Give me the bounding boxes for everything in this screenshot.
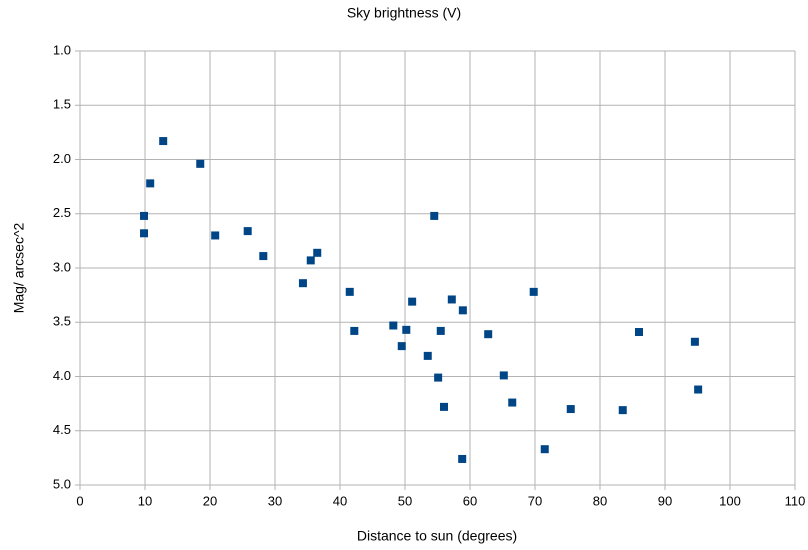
x-tick-label: 30 (268, 493, 282, 508)
y-axis-label: Mag/ arcsec^2 (11, 222, 27, 313)
point (146, 179, 155, 188)
x-axis-label: Distance to sun (degrees) (357, 528, 517, 544)
point (345, 287, 354, 296)
point (436, 326, 445, 335)
point (508, 398, 517, 407)
point (397, 342, 406, 351)
point (423, 351, 432, 360)
point (259, 252, 268, 261)
point (313, 248, 322, 257)
point (635, 328, 643, 337)
point (447, 295, 456, 304)
point (298, 279, 307, 288)
point (618, 406, 627, 415)
x-tick-label: 60 (463, 493, 477, 508)
x-tick-label: 0 (76, 493, 83, 508)
y-tick-label: 1.5 (53, 97, 71, 112)
point (389, 321, 398, 330)
point (350, 326, 359, 335)
x-tick-label: 20 (203, 493, 217, 508)
point (540, 445, 549, 454)
x-tick-label: 10 (138, 493, 152, 508)
y-tick-label: 4.0 (53, 368, 71, 383)
x-tick-label: 90 (658, 493, 672, 508)
x-tick-label: 110 (785, 493, 806, 508)
point (440, 402, 448, 411)
point (694, 385, 703, 394)
point (159, 137, 168, 146)
point (243, 227, 252, 236)
y-tick-label: 5.0 (53, 476, 71, 491)
point (306, 256, 315, 265)
y-tick-label: 3.5 (53, 314, 71, 329)
point (458, 454, 467, 463)
point (196, 159, 205, 168)
point (140, 211, 149, 220)
x-tick-label: 50 (398, 493, 412, 508)
point (690, 337, 699, 346)
point (566, 405, 575, 414)
point (408, 297, 417, 306)
point (484, 330, 493, 339)
point (140, 229, 149, 238)
point (434, 373, 443, 382)
point (529, 287, 538, 296)
point (458, 306, 467, 315)
x-tick-label: 100 (719, 493, 741, 508)
point (402, 325, 411, 334)
y-tick-label: 3.0 (53, 259, 71, 274)
y-tick-label: 1.0 (53, 42, 71, 57)
point (211, 231, 220, 240)
x-tick-label: 80 (593, 493, 607, 508)
chart-title: Sky brightness (V) (347, 5, 461, 21)
point (499, 371, 508, 380)
y-tick-label: 2.5 (53, 205, 71, 220)
x-tick-label: 70 (528, 493, 542, 508)
x-tick-label: 40 (333, 493, 347, 508)
y-tick-label: 2.0 (53, 151, 71, 166)
point (430, 211, 439, 220)
y-tick-label: 4.5 (53, 422, 71, 437)
